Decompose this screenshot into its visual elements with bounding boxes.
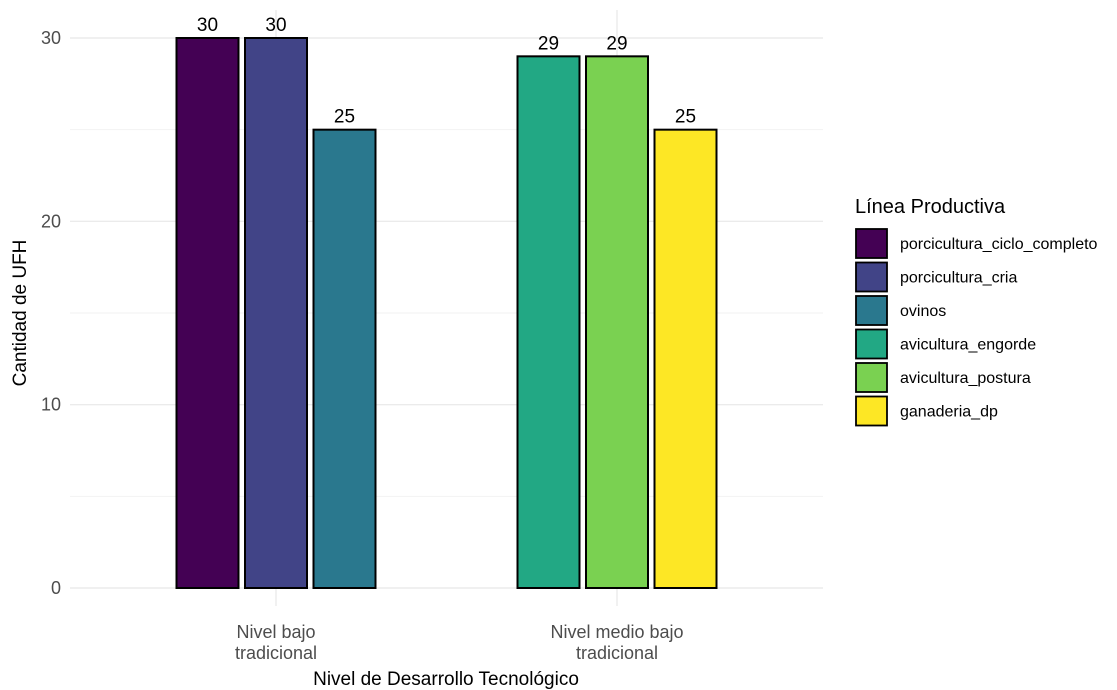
bar-value-label: 25 xyxy=(334,107,355,128)
legend-label-ganaderia_dp: ganaderia_dp xyxy=(900,404,998,421)
x-tick-label: Nivel bajo xyxy=(236,622,315,642)
legend-title: Línea Productiva xyxy=(855,196,1006,218)
bar-ovinos xyxy=(312,128,377,590)
y-tick-label: 30 xyxy=(41,28,61,48)
bar-porcicultura_cria xyxy=(244,37,308,589)
legend-label-ovinos: ovinos xyxy=(900,303,946,320)
legend: Línea Productiva porcicultura_ciclo_comp… xyxy=(855,196,1098,427)
legend-swatch-ovinos xyxy=(855,295,888,326)
y-tick-label: 20 xyxy=(41,211,61,231)
bar-avicultura_engorde xyxy=(516,55,581,590)
legend-swatch-ganaderia_dp xyxy=(855,395,888,427)
bar-avicultura_postura xyxy=(585,55,649,590)
legend-label-porcicultura_cria: porcicultura_cria xyxy=(900,270,1017,287)
x-tick-label: tradicional xyxy=(235,643,317,663)
y-tick-label: 10 xyxy=(41,395,61,415)
legend-swatch-avicultura_engorde xyxy=(855,328,888,360)
bar-porcicultura_ciclo_completo xyxy=(175,37,240,589)
x-tick-label: tradicional xyxy=(576,643,658,663)
y-axis-title: Cantidad de UFH xyxy=(10,240,31,387)
bars xyxy=(175,37,718,590)
bar-value-label: 29 xyxy=(538,33,559,54)
legend-swatch-avicultura_postura xyxy=(855,362,888,393)
y-tick-label: 0 xyxy=(51,578,61,598)
legend-label-porcicultura_ciclo_completo: porcicultura_ciclo_completo xyxy=(900,236,1098,253)
x-tick-label: Nivel medio bajo xyxy=(550,622,683,642)
bar-value-label: 29 xyxy=(606,33,627,54)
bar-value-label: 30 xyxy=(197,15,218,36)
data-labels: 30 30 25 29 29 25 xyxy=(197,15,696,128)
y-axis-ticks: 0 10 20 30 xyxy=(41,28,61,598)
bar-ganaderia_dp xyxy=(653,128,718,590)
legend-swatch-porcicultura_cria xyxy=(855,261,888,293)
legend-swatch-porcicultura_ciclo_completo xyxy=(855,228,888,259)
legend-label-avicultura_engorde: avicultura_engorde xyxy=(900,337,1036,354)
x-axis-title: Nivel de Desarrollo Tecnológico xyxy=(313,669,579,690)
bar-value-label: 25 xyxy=(675,107,696,128)
bar-value-label: 30 xyxy=(265,15,286,36)
legend-label-avicultura_postura: avicultura_postura xyxy=(900,370,1031,387)
